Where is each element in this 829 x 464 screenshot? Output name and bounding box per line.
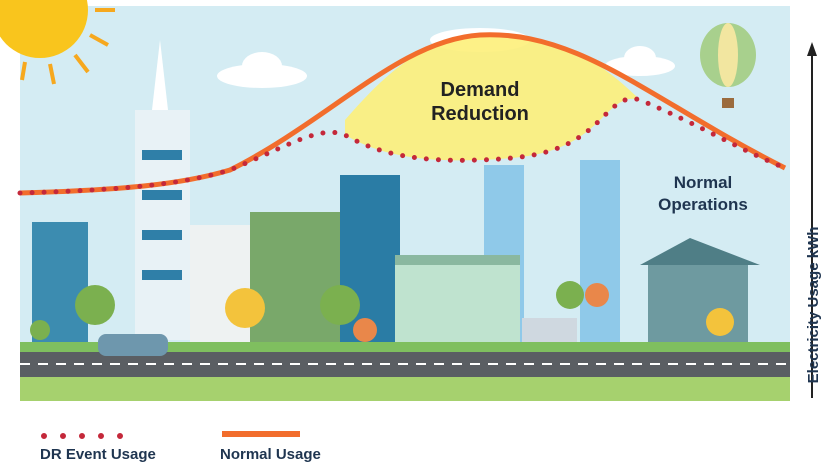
dr-event-curve [17, 96, 788, 196]
car [98, 334, 168, 356]
legend-label: Normal Usage [220, 446, 321, 463]
shop-roof [395, 255, 520, 265]
axis-label: Electricity Usage kWh [805, 227, 822, 384]
sun-rays [20, 8, 115, 85]
house [648, 262, 748, 347]
balloon [700, 23, 756, 108]
normal-usage-curve [19, 32, 787, 196]
trees [30, 281, 734, 342]
arrow-head [807, 42, 817, 56]
spire [152, 40, 168, 110]
tower [135, 110, 190, 340]
house-roof [640, 238, 760, 265]
legend-label: DR Event Usage [40, 446, 156, 463]
grass [20, 342, 790, 352]
sun [0, 0, 88, 58]
demand-reduction-area [345, 34, 640, 161]
building [580, 160, 620, 345]
tower-windows [142, 150, 182, 280]
shop [395, 260, 520, 345]
building [250, 212, 350, 347]
demand-reduction-label: Demand Reduction [431, 79, 529, 125]
grass [20, 377, 790, 401]
normal-operations-label: Normal Operations [658, 173, 748, 214]
